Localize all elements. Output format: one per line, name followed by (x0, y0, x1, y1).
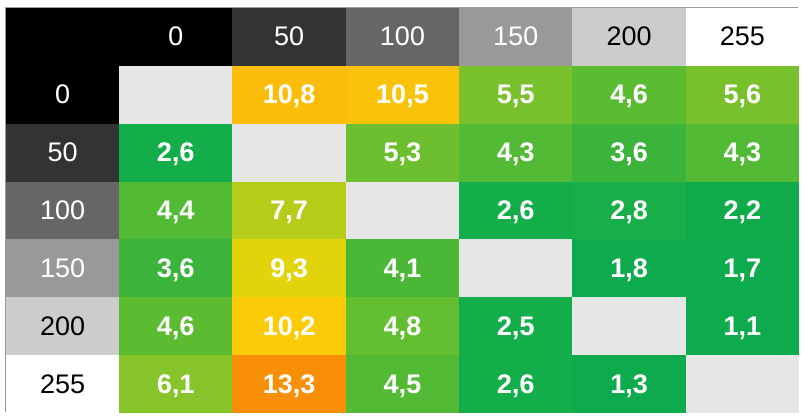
heatmap-cell: 4,4 (119, 181, 233, 240)
heatmap-cell: 4,5 (345, 355, 459, 414)
column-header-100: 100 (345, 8, 459, 66)
heatmap-cell: 9,3 (232, 239, 346, 298)
column-header-150: 150 (458, 8, 573, 66)
heatmap-cell: 5,5 (458, 65, 573, 124)
heatmap-cell: 5,6 (685, 65, 799, 124)
heatmap-cell: 10,2 (232, 297, 346, 356)
heatmap-cell: 13,3 (232, 355, 346, 414)
heatmap-cell: 7,7 (232, 181, 346, 240)
heatmap-cell: 1,3 (572, 355, 686, 414)
heatmap-cell: 4,1 (345, 239, 459, 298)
heatmap-cell: 2,2 (685, 181, 799, 240)
diagonal-cell (345, 181, 459, 240)
row-header-0: 0 (6, 65, 119, 124)
heatmap-cell: 10,5 (345, 65, 459, 124)
diagonal-cell (119, 65, 233, 124)
diagonal-cell (458, 239, 573, 298)
column-header-200: 200 (572, 8, 686, 66)
heatmap-cell: 10,8 (232, 65, 346, 124)
heatmap-cell: 3,6 (572, 123, 686, 182)
column-header-50: 50 (232, 8, 346, 66)
heatmap-cell: 1,7 (685, 239, 799, 298)
row-header-50: 50 (6, 123, 119, 182)
heatmap-cell: 1,1 (685, 297, 799, 356)
heatmap-cell: 6,1 (119, 355, 233, 414)
heatmap-cell: 4,3 (685, 123, 799, 182)
heatmap-cell: 2,6 (119, 123, 233, 182)
diagonal-cell (572, 297, 686, 356)
heatmap-grid: 0 50 100 150 200 255 0 10,8 10,5 5,5 4,6 5,6 50 2,6 5,… (5, 7, 799, 414)
diagonal-cell (685, 355, 799, 414)
column-header-0: 0 (119, 8, 233, 66)
heatmap-cell: 3,6 (119, 239, 233, 298)
diagonal-cell (232, 123, 346, 182)
row-header-150: 150 (6, 239, 119, 298)
column-header-255: 255 (685, 8, 799, 66)
heatmap-cell: 4,3 (458, 123, 573, 182)
row-header-200: 200 (6, 297, 119, 356)
heatmap-cell: 2,6 (458, 355, 573, 414)
heatmap-cell: 4,6 (572, 65, 686, 124)
heatmap-cell: 2,6 (458, 181, 573, 240)
heatmap-cell: 2,8 (572, 181, 686, 240)
row-header-100: 100 (6, 181, 119, 240)
row-header-255: 255 (6, 355, 119, 414)
heatmap-cell: 4,8 (345, 297, 459, 356)
corner-cell (6, 8, 119, 66)
heatmap-cell: 1,8 (572, 239, 686, 298)
heatmap-cell: 5,3 (345, 123, 459, 182)
heatmap-cell: 2,5 (458, 297, 573, 356)
heatmap-cell: 4,6 (119, 297, 233, 356)
